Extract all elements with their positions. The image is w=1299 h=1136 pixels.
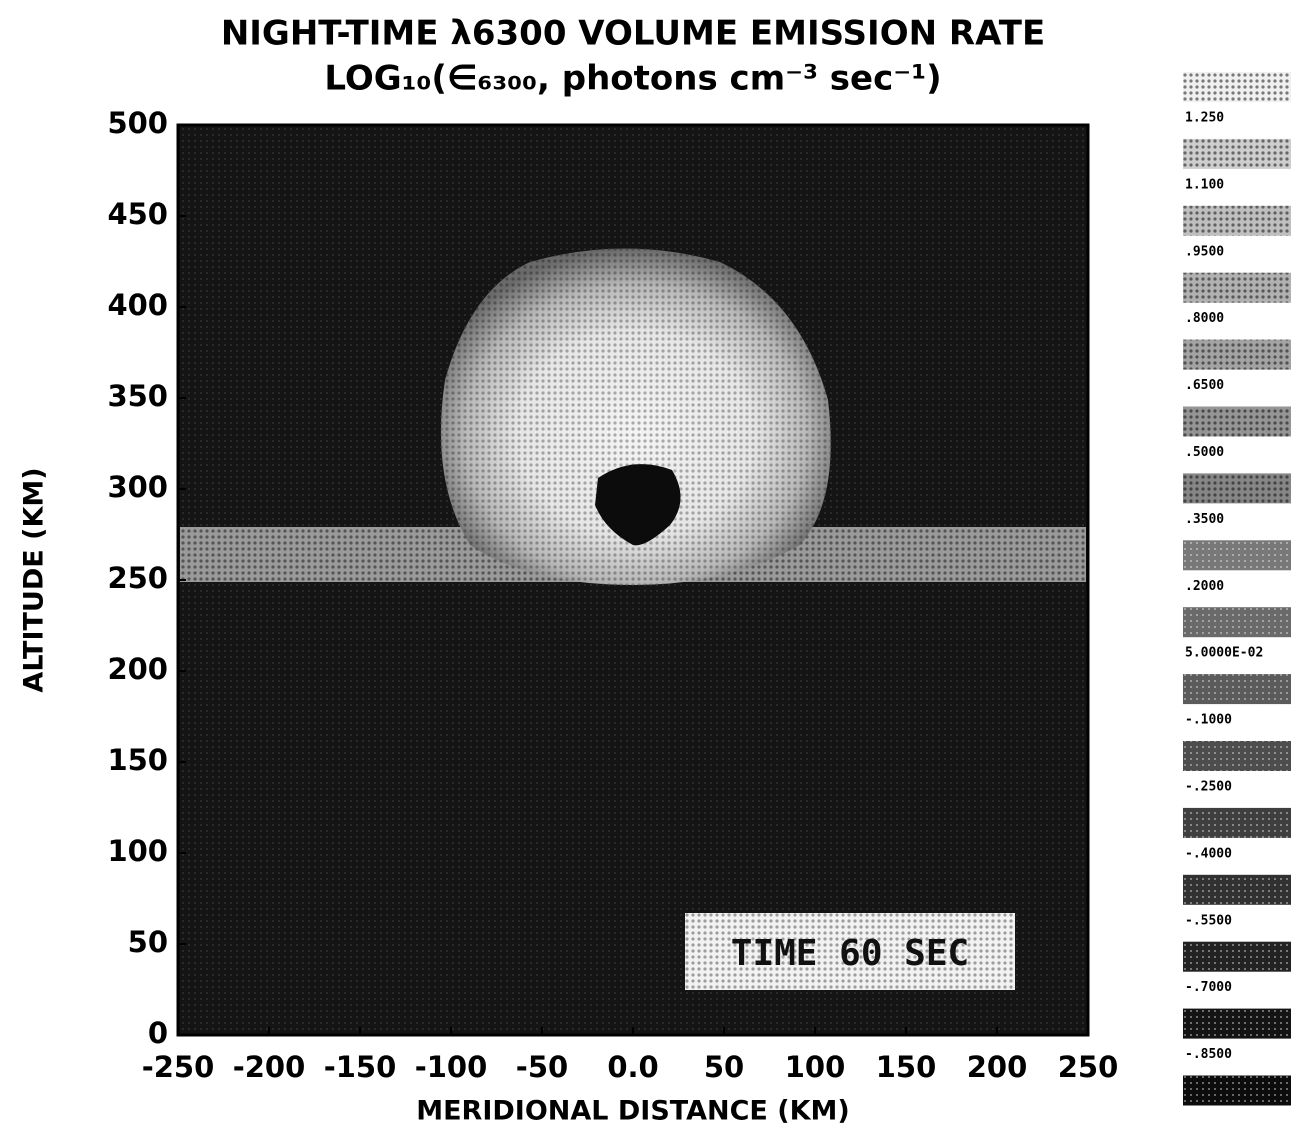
x-tick-label: 200 bbox=[967, 1050, 1028, 1084]
y-tick-label: 50 bbox=[128, 925, 168, 959]
x-tick-label: -50 bbox=[516, 1050, 568, 1084]
legend-label: .6500 bbox=[1185, 378, 1224, 393]
emission-blob-texture bbox=[440, 248, 831, 585]
legend-swatch-texture bbox=[1183, 807, 1291, 838]
x-tick-label: -250 bbox=[142, 1050, 215, 1084]
legend-swatch-texture bbox=[1183, 72, 1291, 102]
legend-swatch-texture bbox=[1183, 941, 1291, 972]
legend-swatch-texture bbox=[1183, 473, 1291, 504]
field: TIME 60 SEC bbox=[178, 125, 1088, 1035]
y-tick-label: 250 bbox=[107, 561, 168, 595]
legend-label: -.1000 bbox=[1185, 713, 1232, 728]
y-axis-label: ALTITUDE (KM) bbox=[19, 467, 50, 692]
legend-swatch-texture bbox=[1183, 674, 1291, 705]
legend-swatch-texture bbox=[1183, 138, 1291, 169]
legend-swatch-texture bbox=[1183, 874, 1291, 905]
annotation-box-texture bbox=[685, 913, 1015, 990]
y-tick-label: 150 bbox=[107, 743, 168, 777]
legend-swatch-texture bbox=[1183, 741, 1291, 771]
y-tick-label: 0 bbox=[148, 1016, 168, 1050]
x-tick-label: -200 bbox=[233, 1050, 306, 1084]
chart-subtitle: LOG₁₀(∈₆₃₀₀, photons cm⁻³ sec⁻¹) bbox=[324, 59, 941, 99]
emission-hole bbox=[595, 464, 681, 546]
y-tick-label: 500 bbox=[107, 106, 168, 140]
legend-label: 1.100 bbox=[1185, 177, 1224, 192]
legend-label: .3500 bbox=[1185, 512, 1224, 527]
y-tick-label: 200 bbox=[107, 652, 168, 686]
legend-swatch-texture bbox=[1183, 205, 1291, 236]
legend-swatch-texture bbox=[1183, 1008, 1291, 1039]
x-tick-label: 150 bbox=[876, 1050, 937, 1084]
y-tick-label: 100 bbox=[107, 834, 168, 868]
y-tick-label: 450 bbox=[107, 197, 168, 231]
y-tick-label: 350 bbox=[107, 379, 168, 413]
legend-label: .8000 bbox=[1185, 311, 1224, 326]
x-tick-label: 250 bbox=[1058, 1050, 1119, 1084]
legend-swatch-texture bbox=[1183, 272, 1291, 303]
legend-label: -.8500 bbox=[1185, 1047, 1232, 1062]
legend-label: .2000 bbox=[1185, 579, 1224, 594]
legend-swatch-texture bbox=[1183, 540, 1291, 571]
x-tick-label: -150 bbox=[324, 1050, 397, 1084]
annotation: TIME 60 SEC bbox=[731, 933, 969, 974]
x-tick-label: 100 bbox=[785, 1050, 846, 1084]
chart-title: NIGHT-TIME λ6300 VOLUME EMISSION RATE bbox=[221, 14, 1045, 54]
x-tick-label: 50 bbox=[704, 1050, 744, 1084]
legend-label: -.5500 bbox=[1185, 913, 1232, 928]
x-axis-label: MERIDIONAL DISTANCE (KM) bbox=[416, 1096, 850, 1127]
x-tick-label: 0.0 bbox=[607, 1050, 658, 1084]
legend-label: .5000 bbox=[1185, 445, 1224, 460]
legend-label: -.2500 bbox=[1185, 780, 1232, 795]
legend-label: .9500 bbox=[1185, 244, 1224, 259]
legend-label: 5.0000E-02 bbox=[1185, 646, 1263, 661]
legend-swatch-texture bbox=[1183, 406, 1291, 437]
legend-label: -.4000 bbox=[1185, 846, 1232, 861]
x-tick-label: -100 bbox=[415, 1050, 488, 1084]
legend-swatch-texture bbox=[1183, 339, 1291, 370]
legend-label: -.7000 bbox=[1185, 980, 1232, 995]
legend-label: 1.250 bbox=[1185, 111, 1224, 126]
y-tick-label: 400 bbox=[107, 288, 168, 322]
legend-swatch-texture bbox=[1183, 607, 1291, 638]
y-tick-label: 300 bbox=[107, 470, 168, 504]
legend-swatch-texture bbox=[1183, 1075, 1291, 1106]
